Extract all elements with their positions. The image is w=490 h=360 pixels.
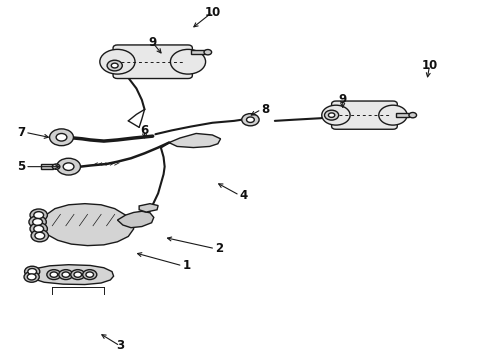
Circle shape <box>409 112 416 118</box>
Circle shape <box>62 272 70 277</box>
Circle shape <box>74 272 82 277</box>
Text: 3: 3 <box>116 339 124 352</box>
Text: 4: 4 <box>240 189 248 202</box>
Circle shape <box>71 270 85 280</box>
Bar <box>41 164 53 169</box>
Circle shape <box>34 212 44 219</box>
Circle shape <box>30 223 48 235</box>
Polygon shape <box>139 204 158 212</box>
Ellipse shape <box>171 49 206 74</box>
FancyBboxPatch shape <box>113 45 193 78</box>
Circle shape <box>56 134 67 141</box>
Circle shape <box>52 164 60 169</box>
Circle shape <box>204 50 212 55</box>
Circle shape <box>31 230 49 242</box>
Polygon shape <box>28 265 114 284</box>
Text: 6: 6 <box>141 124 148 137</box>
Circle shape <box>328 113 335 117</box>
Circle shape <box>34 225 44 232</box>
Polygon shape <box>36 204 134 246</box>
Circle shape <box>33 219 43 225</box>
Circle shape <box>24 271 39 282</box>
Circle shape <box>246 117 254 122</box>
Text: 8: 8 <box>261 103 270 116</box>
Circle shape <box>28 269 37 275</box>
Ellipse shape <box>322 105 350 125</box>
Circle shape <box>35 232 45 239</box>
Circle shape <box>107 60 122 71</box>
Circle shape <box>324 110 339 120</box>
Circle shape <box>27 274 36 280</box>
Ellipse shape <box>100 49 135 74</box>
Text: 5: 5 <box>17 160 25 173</box>
Circle shape <box>59 270 73 280</box>
Circle shape <box>63 163 74 170</box>
Circle shape <box>242 114 259 126</box>
Text: 9: 9 <box>148 36 157 49</box>
Bar <box>191 50 204 54</box>
Text: 1: 1 <box>183 259 191 272</box>
Circle shape <box>49 129 74 146</box>
Circle shape <box>111 63 118 68</box>
Circle shape <box>86 272 94 277</box>
Text: 10: 10 <box>421 59 438 72</box>
Circle shape <box>30 209 48 221</box>
Circle shape <box>57 158 80 175</box>
Circle shape <box>50 272 58 277</box>
Circle shape <box>24 266 40 277</box>
Text: 7: 7 <box>17 126 25 139</box>
Text: 9: 9 <box>339 93 347 107</box>
Circle shape <box>47 270 61 280</box>
Polygon shape <box>118 211 154 228</box>
Circle shape <box>83 270 97 280</box>
FancyBboxPatch shape <box>332 101 397 129</box>
Text: 10: 10 <box>204 6 220 19</box>
Circle shape <box>29 216 46 228</box>
Ellipse shape <box>379 105 407 125</box>
Bar <box>396 113 410 117</box>
Text: 2: 2 <box>215 242 223 255</box>
Polygon shape <box>169 134 220 148</box>
